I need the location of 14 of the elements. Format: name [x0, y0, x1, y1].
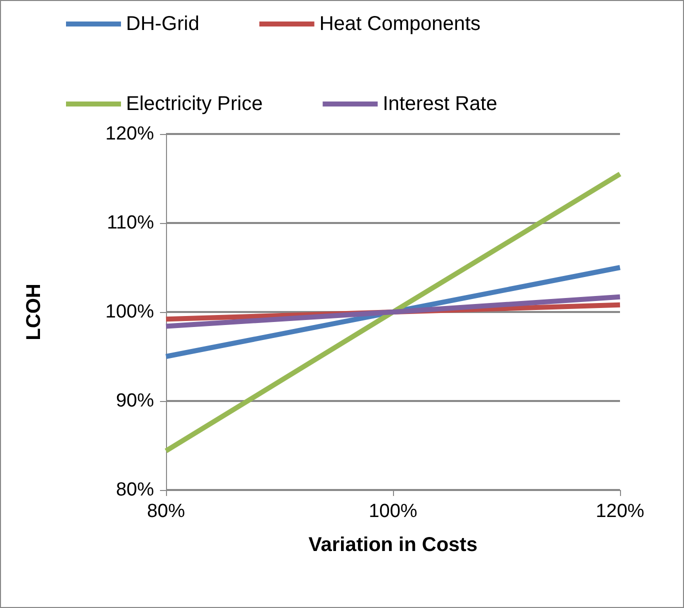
y-tick-label: 120%: [105, 124, 154, 144]
legend-label: DH-Grid: [126, 13, 200, 35]
x-tick-label: 100%: [368, 501, 418, 522]
legend-label: Electricity Price: [126, 93, 263, 115]
legend-label: Heat Components: [319, 13, 481, 35]
x-tick-label: 120%: [596, 501, 644, 522]
x-tick-label: 80%: [146, 501, 186, 522]
x-axis-title: Variation in Costs: [308, 534, 478, 556]
y-axis-title: LCOH: [23, 284, 45, 340]
legend-label: Interest Rate: [382, 93, 498, 115]
y-tick-label: 110%: [106, 212, 154, 234]
y-tick-label: 90%: [116, 390, 154, 412]
y-tick-label: 100%: [105, 302, 154, 322]
y-tick-label: 80%: [116, 480, 154, 500]
